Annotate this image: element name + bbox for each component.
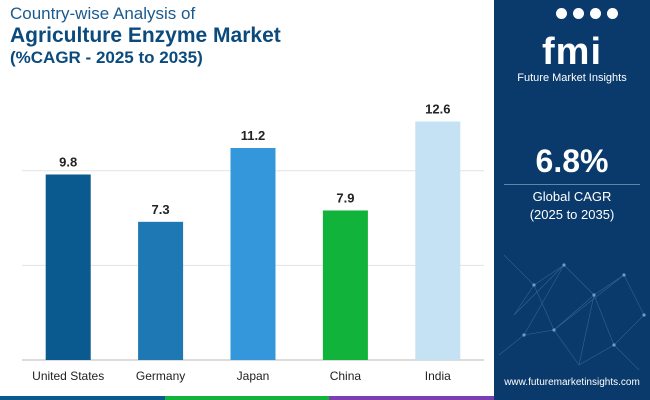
logo-decoration-icon: [524, 8, 650, 22]
bar-china: [322, 210, 368, 360]
bottom-color-bar: [0, 396, 495, 400]
bar-united-states: [45, 174, 91, 360]
category-label: China: [330, 369, 362, 383]
chart-category-labels: United States Germany Japan China India: [32, 369, 451, 383]
chart-header: Country-wise Analysis of Agriculture Enz…: [10, 4, 480, 68]
category-label: Germany: [136, 369, 185, 383]
bar-japan: [230, 148, 276, 360]
website-url[interactable]: www.futuremarketinsights.com: [504, 377, 640, 388]
side-panel: fmi Future Market Insights 6.8% Global C…: [494, 0, 650, 400]
bottom-bar-segment: [329, 396, 495, 400]
data-label: 7.9: [336, 190, 354, 205]
title-line-2: Agriculture Enzyme Market: [10, 24, 281, 47]
cagr-label-line-1: Global CAGR: [532, 189, 612, 204]
bar-chart: 9.8 7.3 11.2 7.9 12.6 United States Germany Ja…: [22, 102, 484, 383]
logo-dot-icon: [556, 8, 567, 19]
chart-bars: [45, 121, 461, 360]
data-label: 12.6: [425, 102, 450, 117]
global-cagr-label: Global CAGR (2025 to 2035): [494, 188, 650, 224]
network-decoration-icon: [498, 254, 646, 371]
category-label: Japan: [237, 369, 270, 383]
data-label: 9.8: [59, 155, 77, 170]
title-line-3: (%CAGR - 2025 to 2035): [10, 48, 203, 67]
cagr-label-line-2: (2025 to 2035): [529, 207, 615, 222]
category-label: India: [425, 369, 451, 383]
title-line-1: Country-wise Analysis of: [10, 4, 196, 23]
bar-germany: [138, 221, 184, 360]
bottom-bar-segment: [0, 396, 165, 400]
cagr-divider: [504, 184, 640, 185]
logo-subtitle: Future Market Insights: [517, 72, 627, 84]
logo-dot-icon: [607, 8, 618, 19]
bottom-bar-segment: [164, 396, 330, 400]
fmi-logo: fmi Future Market Insights: [494, 8, 650, 84]
logo-letters: fmi: [542, 31, 602, 73]
logo-dot-icon: [573, 8, 584, 19]
data-label: 11.2: [241, 128, 266, 143]
chart-value-labels: 9.8 7.3 11.2 7.9 12.6: [59, 102, 450, 217]
data-label: 7.3: [152, 202, 170, 217]
global-cagr-value: 6.8%: [535, 143, 609, 179]
logo-dot-icon: [590, 8, 601, 19]
category-label: United States: [32, 369, 104, 383]
bar-india: [415, 121, 461, 360]
